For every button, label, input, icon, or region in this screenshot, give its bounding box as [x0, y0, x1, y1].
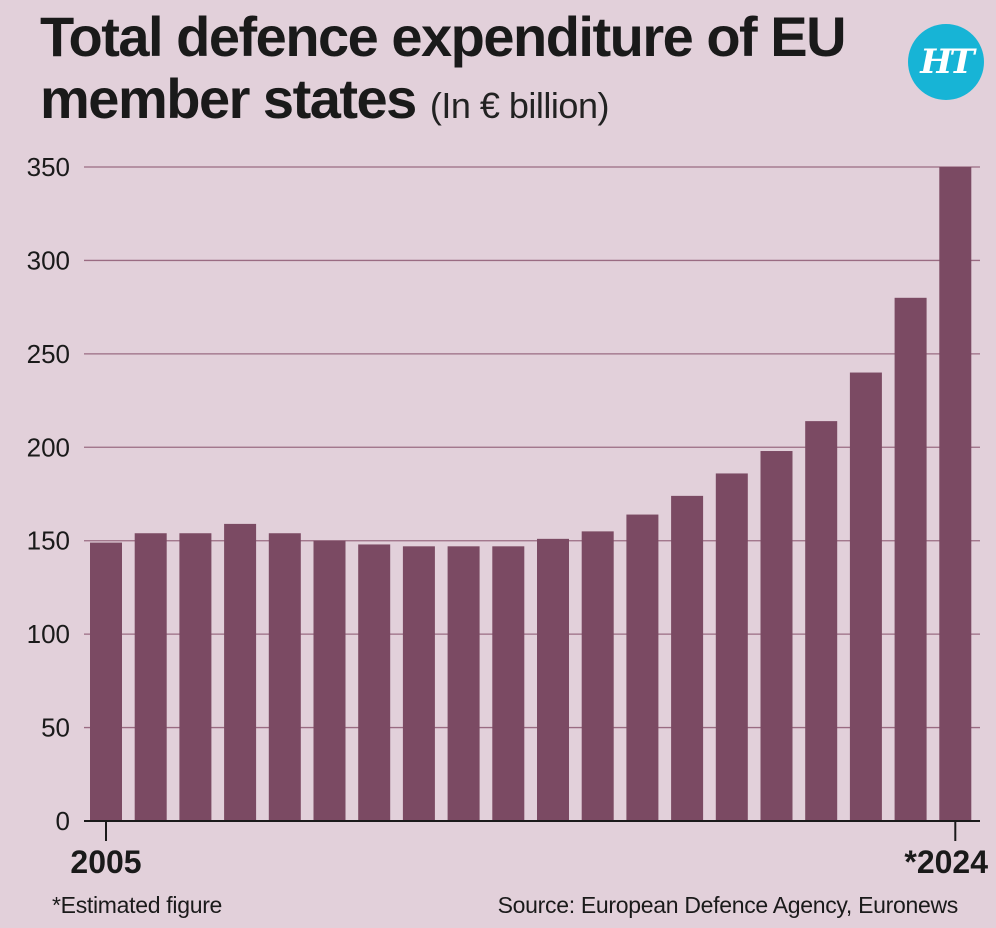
y-tick-label: 250 [27, 339, 70, 369]
bar-2023 [894, 297, 927, 821]
y-tick-label: 300 [27, 245, 70, 275]
x-axis: 2005 *2024 [70, 820, 988, 880]
bar-2022 [849, 372, 882, 821]
bar-2017 [626, 514, 659, 821]
y-tick-label: 50 [41, 713, 70, 743]
y-tick-label: 150 [27, 526, 70, 556]
bar-2021 [805, 421, 838, 821]
bar-*2024 [939, 167, 972, 821]
bars [90, 167, 972, 821]
y-tick-label: 100 [27, 619, 70, 649]
ht-logo-text: HT [920, 42, 974, 82]
chart-unit: (In € billion) [429, 85, 610, 126]
bar-2016 [581, 531, 614, 821]
footnote: *Estimated figure [52, 892, 223, 918]
bar-2010 [313, 540, 346, 821]
bar-2005 [90, 542, 122, 821]
y-tick-label: 200 [27, 432, 70, 462]
gridlines [84, 166, 980, 729]
bar-2015 [537, 538, 569, 821]
bar-2011 [358, 544, 391, 821]
bar-2006 [134, 533, 167, 821]
y-tick-labels: 0 50 100 150 200 250 300 350 [27, 152, 70, 836]
y-tick-label: 350 [27, 152, 70, 182]
bar-2019 [715, 473, 748, 821]
bar-2012 [402, 546, 435, 821]
bar-2014 [492, 546, 525, 821]
bar-2008 [224, 523, 257, 821]
x-tick-label: 2005 [70, 844, 141, 880]
bar-2020 [760, 451, 793, 821]
x-tick-label: *2024 [904, 844, 988, 880]
ht-logo: HT [908, 24, 984, 100]
chart-title-text: Total defence expenditure of EU member s… [40, 5, 847, 130]
bar-2018 [671, 495, 704, 821]
source-note: Source: European Defence Agency, Euronew… [497, 892, 959, 918]
bar-chart: 0 50 100 150 200 250 300 350 2005 *2024 [27, 152, 989, 880]
bar-2013 [447, 546, 480, 821]
chart-title: Total defence expenditure of EU member s… [40, 6, 900, 137]
y-tick-label: 0 [56, 806, 70, 836]
bar-2007 [179, 533, 212, 821]
bar-2009 [268, 533, 301, 821]
